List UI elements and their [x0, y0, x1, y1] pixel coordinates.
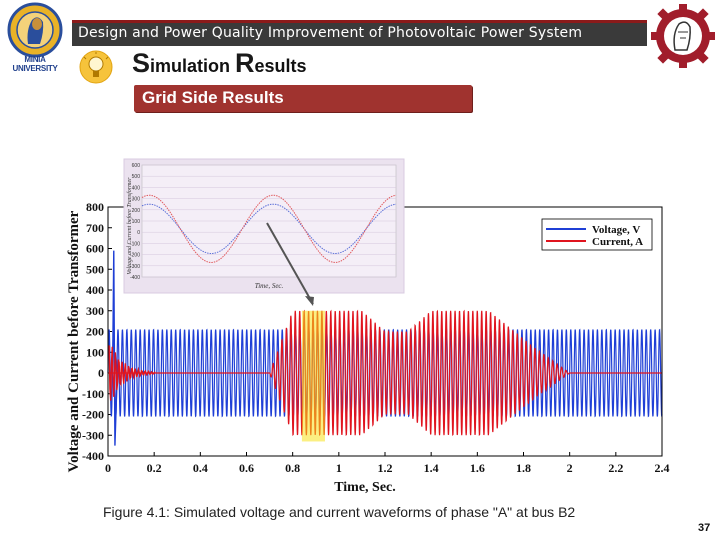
header-banner: Design and Power Quality Improvement of …: [72, 20, 647, 46]
x-tick-label: 1.4: [424, 461, 439, 475]
legend-label: Current, A: [592, 236, 643, 248]
slide-title: Simulation Results: [132, 48, 307, 79]
current-transient: [108, 345, 156, 401]
inset-current-line: [141, 194, 397, 263]
y-tick-label: 300: [86, 304, 104, 318]
legend-label: Voltage, V: [592, 224, 640, 236]
y-tick-label: -300: [82, 428, 104, 442]
inset-y-tick-label: -200: [130, 253, 140, 259]
y-tick-label: 800: [86, 200, 104, 214]
x-tick-label: 2: [567, 461, 573, 475]
y-tick-label: -200: [82, 408, 104, 422]
y-tick-label: 600: [86, 242, 104, 256]
figure-caption: Figure 4.1: Simulated voltage and curren…: [103, 504, 576, 520]
section-header: Grid Side Results: [134, 85, 472, 112]
y-tick-label: -400: [82, 449, 104, 463]
x-tick-label: 2.4: [655, 461, 670, 475]
inset-x-axis-label: Time, Sec.: [255, 282, 284, 290]
inset-y-axis-label: Voltage and Current before Transformer: [126, 177, 133, 275]
section-label: Grid Side Results: [142, 88, 284, 107]
x-tick-label: 1.2: [378, 461, 393, 475]
inset-y-tick-label: -100: [130, 241, 140, 247]
x-tick-label: 0: [105, 461, 111, 475]
x-tick-label: 0.4: [193, 461, 208, 475]
title-part-2: esults: [254, 56, 307, 76]
x-axis-label: Time, Sec.: [334, 480, 396, 495]
y-tick-label: -100: [82, 387, 104, 401]
inset-y-tick-label: 300: [132, 197, 141, 203]
voltage-transient: [111, 250, 118, 446]
x-tick-label: 1.8: [516, 461, 531, 475]
y-tick-label: 500: [86, 262, 104, 276]
inset-y-tick-label: 400: [132, 185, 141, 191]
x-tick-label: 0.2: [147, 461, 162, 475]
page-number: 37: [698, 522, 711, 534]
title-initial-r: R: [235, 48, 255, 78]
inset-y-tick-label: 0: [137, 230, 140, 236]
y-tick-label: 100: [86, 345, 104, 359]
zoom-arrow-head: [305, 296, 314, 306]
y-tick-label: 0: [98, 366, 104, 380]
x-tick-label: 0.8: [285, 461, 300, 475]
current-series-line: [108, 309, 662, 436]
title-initial-s: S: [132, 48, 151, 78]
inset-y-tick-label: 500: [132, 174, 141, 180]
legend-box: [541, 218, 653, 251]
x-tick-label: 2.2: [608, 461, 623, 475]
inset-y-tick-label: -400: [130, 275, 140, 281]
university-name: MINIA UNIVERSITY: [12, 55, 58, 73]
zoom-highlight-band: [301, 310, 325, 442]
inset-y-tick-label: 100: [132, 219, 141, 225]
y-tick-label: 700: [86, 221, 104, 235]
x-tick-label: 1.6: [470, 461, 485, 475]
faculty-logo: [650, 2, 716, 70]
banner-title: Design and Power Quality Improvement of …: [78, 25, 583, 41]
inset-y-tick-label: -300: [130, 264, 140, 270]
y-tick-label: 400: [86, 283, 104, 297]
x-tick-label: 0.6: [239, 461, 254, 475]
zoom-arrow-line: [266, 222, 314, 305]
y-axis-label: Voltage and Current before Transformer: [66, 210, 82, 472]
title-part-1: imulation: [150, 56, 236, 76]
inset-plot: 600 500 400 300 200 100 0 -100 -200 -300 -400 Time,…: [123, 158, 405, 294]
inset-y-tick-label: 200: [132, 208, 141, 214]
x-tick-label: 1: [336, 461, 342, 475]
lightbulb-icon: [79, 50, 113, 84]
university-logo: MINIA UNIVERSITY: [2, 2, 68, 73]
inset-y-tick-label: 600: [132, 163, 141, 169]
y-tick-label: 200: [86, 325, 104, 339]
